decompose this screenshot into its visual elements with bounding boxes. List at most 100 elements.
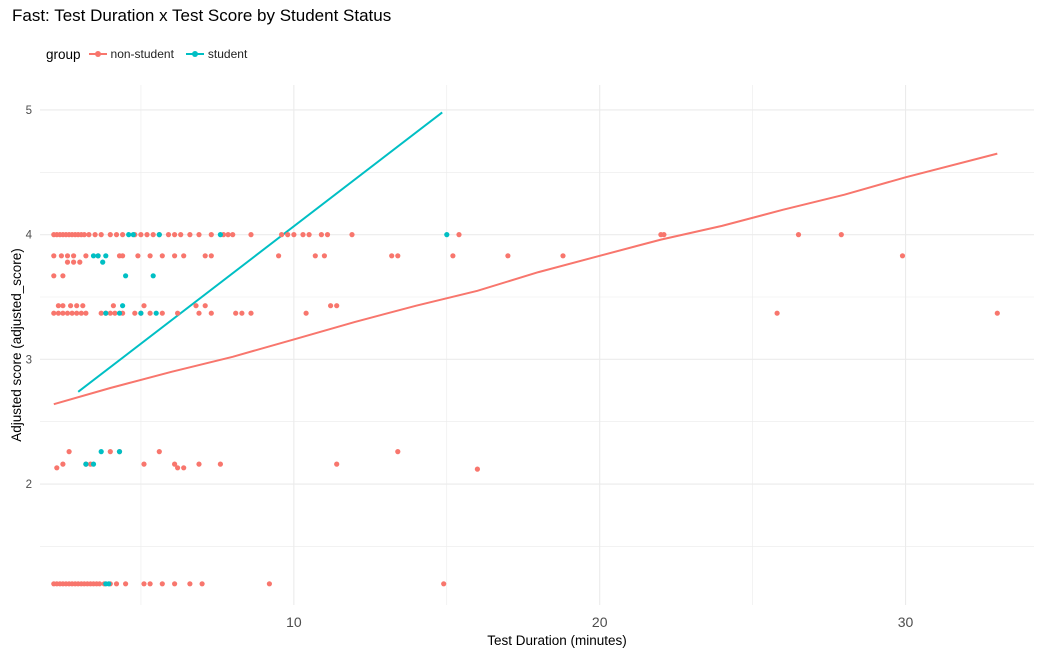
data-point-non-student [193, 303, 199, 309]
data-point-non-student [303, 310, 309, 316]
data-point-non-student [838, 232, 844, 238]
data-point-non-student [239, 310, 245, 316]
data-point-non-student [132, 310, 138, 316]
data-point-non-student [55, 303, 62, 309]
data-point-non-student [217, 461, 223, 467]
data-point-non-student [107, 310, 113, 316]
data-point-non-student [78, 310, 84, 316]
data-point-non-student [208, 253, 214, 259]
data-point-student [150, 273, 156, 279]
data-point-non-student [899, 253, 906, 259]
data-point-non-student [202, 303, 208, 309]
data-point-non-student [306, 232, 312, 238]
data-point-non-student [395, 253, 401, 259]
data-point-non-student [55, 310, 62, 316]
data-point-student [116, 310, 123, 316]
data-point-non-student [172, 232, 178, 238]
data-point-non-student [80, 303, 86, 309]
data-point-non-student [230, 232, 236, 238]
data-point-student [83, 461, 89, 467]
data-point-non-student [156, 449, 162, 455]
data-point-non-student [279, 232, 285, 238]
data-point-non-student [120, 232, 126, 238]
data-point-non-student [64, 259, 71, 265]
data-point-non-student [560, 253, 566, 259]
legend: group non-student student [46, 45, 259, 63]
data-point-non-student [178, 232, 184, 238]
data-point-non-student [141, 303, 147, 309]
data-point-non-student [77, 259, 83, 265]
data-point-non-student [774, 310, 780, 316]
data-point-non-student [334, 461, 340, 467]
data-point-non-student [113, 232, 120, 238]
y-axis-title: Adjusted score (adjusted_score) [9, 248, 24, 442]
data-point-non-student [159, 581, 165, 587]
data-point-non-student [83, 310, 89, 316]
data-point-non-student [175, 465, 181, 471]
data-point-non-student [208, 310, 214, 316]
data-point-student [126, 232, 132, 238]
data-point-non-student [474, 466, 480, 472]
data-point-non-student [248, 232, 254, 238]
data-point-non-student [150, 232, 156, 238]
data-point-non-student [141, 581, 147, 587]
data-point-student [130, 232, 136, 238]
data-point-non-student [60, 273, 66, 279]
data-point-non-student [199, 581, 205, 587]
data-point-non-student [187, 581, 193, 587]
data-point-non-student [141, 461, 147, 467]
data-point-non-student [172, 581, 178, 587]
legend-item-non-student: non-student [88, 47, 174, 61]
data-point-non-student [159, 310, 165, 316]
data-point-non-student [74, 303, 80, 309]
data-point-non-student [994, 310, 1000, 316]
data-point-non-student [64, 310, 71, 316]
data-point-non-student [196, 461, 202, 467]
data-point-non-student [71, 259, 77, 265]
data-point-non-student [349, 232, 355, 238]
grid [40, 85, 1034, 605]
y-tick-label: 4 [26, 230, 33, 242]
legend-key-non-student [88, 48, 107, 60]
data-points [51, 232, 1000, 587]
data-point-non-student [165, 232, 172, 238]
data-point-non-student [51, 253, 57, 259]
x-tick-label: 20 [592, 614, 608, 630]
data-point-non-student [107, 232, 113, 238]
data-point-non-student [120, 253, 126, 259]
data-point-non-student [123, 581, 129, 587]
data-point-non-student [661, 232, 667, 238]
data-point-non-student [291, 232, 297, 238]
y-tick-label: 2 [26, 479, 32, 491]
data-point-non-student [196, 232, 202, 238]
data-point-non-student [318, 232, 324, 238]
data-point-non-student [97, 581, 103, 587]
data-point-student [138, 310, 144, 316]
data-point-non-student [69, 310, 75, 316]
data-point-non-student [208, 232, 214, 238]
data-point-non-student [51, 310, 57, 316]
data-point-non-student [181, 253, 187, 259]
chart-title: Fast: Test Duration x Test Score by Stud… [12, 6, 392, 25]
data-point-student [153, 310, 159, 316]
data-point-non-student [113, 581, 120, 587]
data-point-student [156, 232, 162, 238]
data-point-non-student [225, 232, 231, 238]
y-tick-label: 3 [26, 354, 32, 366]
data-point-non-student [456, 232, 462, 238]
data-point-non-student [83, 253, 89, 259]
data-point-non-student [505, 253, 511, 259]
data-point-non-student [147, 581, 153, 587]
data-point-student [120, 303, 126, 309]
legend-item-student: student [185, 47, 247, 61]
data-point-student [106, 581, 112, 587]
data-point-non-student [138, 232, 144, 238]
data-point-non-student [86, 232, 92, 238]
data-point-non-student [324, 232, 331, 238]
data-point-non-student [110, 303, 116, 309]
legend-label-non-student: non-student [110, 47, 174, 61]
data-point-non-student [202, 253, 208, 259]
data-point-student [103, 310, 109, 316]
data-point-non-student [233, 310, 239, 316]
